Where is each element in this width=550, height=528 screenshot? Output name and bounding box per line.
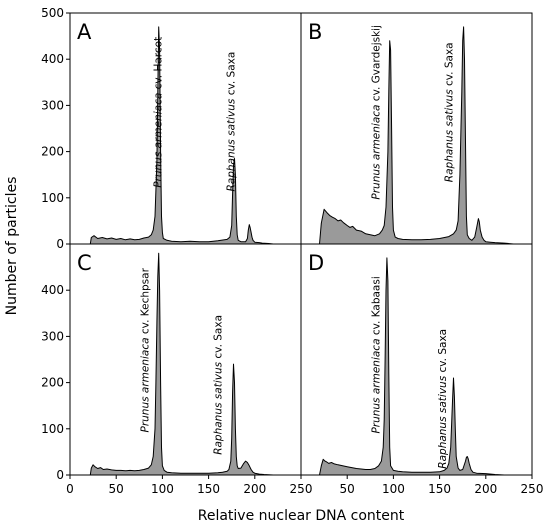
y-tick-label-a-4: 400 <box>41 52 64 66</box>
peak-label-species: Raphanus sativus <box>213 361 225 454</box>
x-tick-label-c-2: 100 <box>151 482 174 496</box>
panel-letter-d: D <box>308 251 324 275</box>
peak-label-species: Raphanus sativus <box>226 98 238 191</box>
x-tick-label-c-3: 150 <box>197 482 220 496</box>
peak-label-cultivar: cv. Kechpsar <box>140 267 152 337</box>
peak-label-species: Raphanus sativus <box>444 89 456 182</box>
histogram-area-d-0 <box>319 257 514 476</box>
y-tick-label-a-3: 300 <box>41 98 64 112</box>
y-tick-label-c-1: 100 <box>41 422 64 436</box>
peak-label-c-1: Raphanus sativus cv. Saxa <box>213 315 225 455</box>
peak-label-cultivar: cv. Saxa <box>213 315 225 362</box>
y-tick-label-a-5: 500 <box>41 6 64 20</box>
x-tick-label-d-5: 250 <box>521 482 544 496</box>
peak-label-a-1: Raphanus sativus cv. Saxa <box>226 52 238 192</box>
panel-b: Prunus armeniaca cv. Gvardejskij Raphanus… <box>308 20 514 245</box>
peak-label-cultivar: cv. Gvardejskij <box>371 25 383 105</box>
panel-a: Prunus armeniaca cv. Harcot Raphanus sati… <box>41 6 283 251</box>
axes-decor <box>69 12 533 476</box>
y-axis-title: Number of particles <box>4 177 20 316</box>
histogram-area-b-0 <box>319 26 514 245</box>
peak-label-cultivar: cv. Saxa <box>226 52 238 99</box>
peak-label-species: Raphanus sativus <box>437 375 449 468</box>
peak-label-b-1: Raphanus sativus cv. Saxa <box>444 42 456 182</box>
x-tick-label-c-0: 0 <box>66 482 74 496</box>
peak-label-cultivar: cv. Harcot <box>153 37 165 93</box>
x-tick-label-c-4: 200 <box>243 482 266 496</box>
peak-label-d-0: Prunus armeniaca cv. Kabaasi <box>371 276 383 433</box>
peak-label-species: Prunus armeniaca <box>140 337 152 432</box>
x-tick-label-d-3: 150 <box>428 482 451 496</box>
x-axis-title: Relative nuclear DNA content <box>198 508 405 524</box>
panel-letter-b: B <box>308 20 322 44</box>
peak-label-b-0: Prunus armeniaca cv. Gvardejskij <box>371 25 383 200</box>
panel-d: Prunus armeniaca cv. Kabaasi Raphanus sat… <box>300 251 544 496</box>
peak-label-species: Prunus armeniaca <box>371 338 383 433</box>
y-tick-label-c-2: 200 <box>41 376 64 390</box>
x-tick-label-c-1: 50 <box>109 482 124 496</box>
peak-label-d-1: Raphanus sativus cv. Saxa <box>437 329 449 469</box>
y-tick-label-c-0: 0 <box>56 468 64 482</box>
panel-c: Prunus armeniaca cv. Kechpsar Raphanus sa… <box>41 251 312 496</box>
panels: Prunus armeniaca cv. Harcot Raphanus sati… <box>41 6 543 496</box>
x-tick-label-d-4: 200 <box>474 482 497 496</box>
peak-label-cultivar: cv. Saxa <box>437 329 449 376</box>
y-tick-label-a-2: 200 <box>41 145 64 159</box>
histogram-area-c-0 <box>89 252 283 476</box>
histogram-area-a-0 <box>89 26 283 245</box>
peak-label-cultivar: cv. Saxa <box>444 42 456 89</box>
peak-label-c-0: Prunus armeniaca cv. Kechpsar <box>140 267 152 432</box>
x-tick-label-d-2: 100 <box>382 482 405 496</box>
x-tick-label-d-1: 50 <box>340 482 355 496</box>
y-tick-label-c-3: 300 <box>41 329 64 343</box>
y-tick-label-c-4: 400 <box>41 283 64 297</box>
peak-label-a-0: Prunus armeniaca cv. Harcot <box>153 37 165 188</box>
y-tick-label-a-0: 0 <box>56 237 64 251</box>
x-tick-label-c-5: 250 <box>290 482 313 496</box>
peak-label-species: Prunus armeniaca <box>153 93 165 188</box>
peak-label-species: Prunus armeniaca <box>371 105 383 200</box>
peak-label-cultivar: cv. Kabaasi <box>371 276 383 338</box>
y-tick-label-a-1: 100 <box>41 191 64 205</box>
panel-letter-c: C <box>77 251 92 275</box>
panel-letter-a: A <box>77 20 92 44</box>
